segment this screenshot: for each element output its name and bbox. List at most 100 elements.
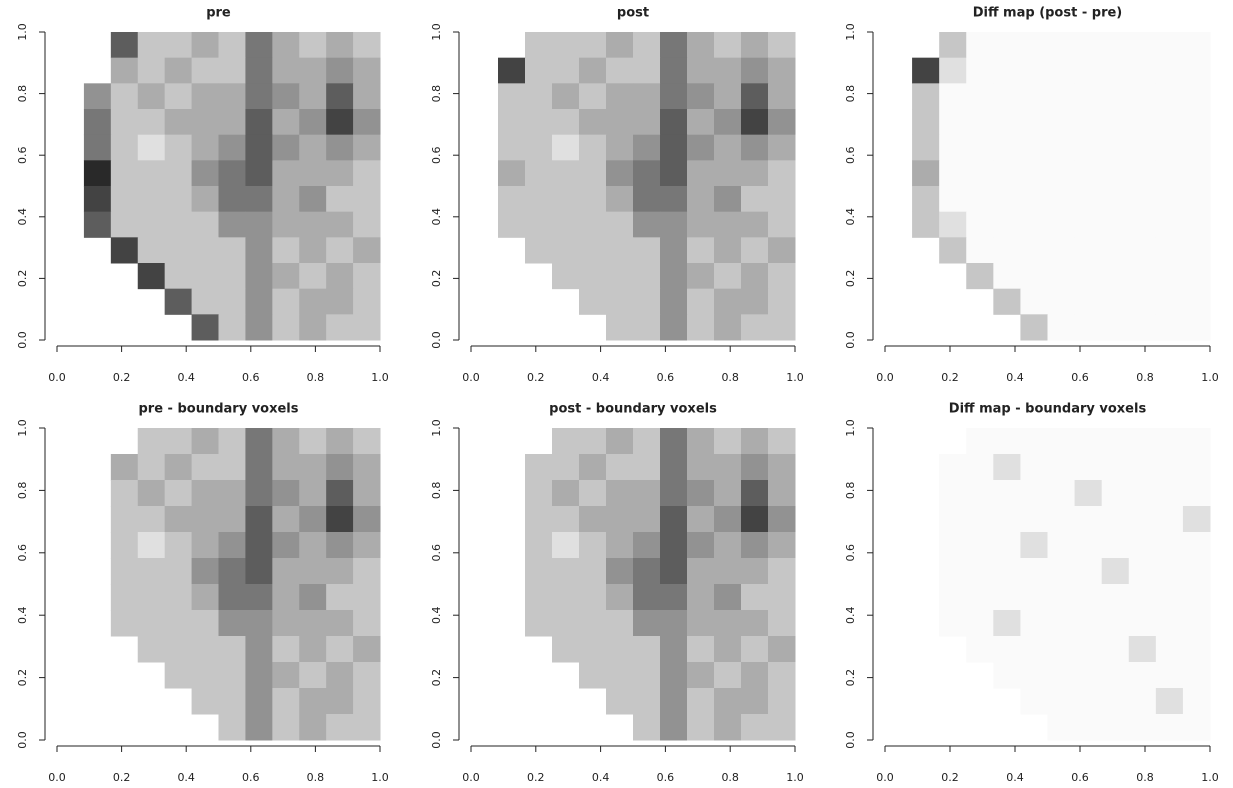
cell (272, 688, 299, 715)
cell (939, 135, 967, 161)
cell (111, 32, 138, 58)
cell (165, 584, 192, 611)
cell (299, 109, 326, 135)
cell (606, 532, 634, 559)
y-tick-label: 0.0 (844, 731, 857, 749)
cell (192, 212, 219, 238)
cell (326, 83, 353, 109)
cell (741, 58, 769, 84)
cell (768, 186, 796, 212)
cell (966, 610, 994, 637)
cell (525, 454, 553, 481)
cell (353, 428, 380, 455)
cell (1020, 83, 1048, 109)
cell (1129, 135, 1157, 161)
cell (768, 263, 796, 289)
cell (939, 83, 967, 109)
cell (1102, 506, 1130, 533)
cell (192, 558, 219, 585)
cell (272, 636, 299, 663)
cell (525, 160, 553, 186)
cell (1183, 636, 1211, 663)
cell (768, 237, 796, 263)
cell (353, 58, 380, 84)
cell (299, 714, 326, 741)
cell (1020, 636, 1048, 663)
cell (525, 237, 553, 263)
cell (660, 688, 688, 715)
cell (660, 584, 688, 611)
cell (1156, 289, 1184, 315)
cell (1075, 58, 1103, 84)
cell (1102, 109, 1130, 135)
cell (993, 662, 1021, 689)
cell (111, 135, 138, 161)
y-tick-label: 0.8 (16, 85, 29, 103)
cell (1048, 454, 1076, 481)
cell (993, 135, 1021, 161)
cell (768, 714, 796, 741)
cell (192, 237, 219, 263)
cell (219, 558, 246, 585)
cell (138, 135, 165, 161)
cell (660, 532, 688, 559)
cell (272, 610, 299, 637)
cell (111, 532, 138, 559)
cell (1183, 186, 1211, 212)
cell (1048, 109, 1076, 135)
cell (138, 160, 165, 186)
cell (1102, 32, 1130, 58)
cell (353, 212, 380, 238)
x-tick-label: 0.0 (48, 371, 66, 384)
cell (714, 584, 742, 611)
cell (579, 480, 607, 507)
cell (192, 83, 219, 109)
cell (1102, 135, 1130, 161)
cell (966, 58, 994, 84)
cell (1020, 58, 1048, 84)
cell (741, 289, 769, 315)
y-tick-label: 0.6 (430, 146, 443, 164)
cell (633, 212, 661, 238)
cell (1156, 32, 1184, 58)
cell (993, 532, 1021, 559)
cell (1075, 454, 1103, 481)
cell (1183, 428, 1211, 455)
cell (498, 58, 526, 84)
cell (1075, 714, 1103, 741)
cell (272, 454, 299, 481)
cell (1129, 558, 1157, 585)
cell (1020, 314, 1048, 340)
y-tick-label: 1.0 (430, 23, 443, 41)
cell (245, 688, 272, 715)
cell (579, 506, 607, 533)
cell (741, 688, 769, 715)
cell (714, 135, 742, 161)
cell (633, 558, 661, 585)
cell (768, 584, 796, 611)
cell (165, 58, 192, 84)
cell (219, 428, 246, 455)
cell (966, 454, 994, 481)
y-tick-label: 0.0 (430, 331, 443, 349)
cell (111, 83, 138, 109)
cell (272, 135, 299, 161)
cell (1048, 532, 1076, 559)
cell (326, 662, 353, 689)
cell (714, 714, 742, 741)
cell (1075, 109, 1103, 135)
cell (326, 532, 353, 559)
cell (714, 480, 742, 507)
cell (1048, 289, 1076, 315)
cell (1048, 263, 1076, 289)
cell (1102, 636, 1130, 663)
x-tick-label: 0.6 (657, 371, 675, 384)
cell (993, 58, 1021, 84)
cell (326, 610, 353, 637)
cell (1183, 584, 1211, 611)
cell (714, 688, 742, 715)
cell (138, 428, 165, 455)
cell (219, 314, 246, 340)
